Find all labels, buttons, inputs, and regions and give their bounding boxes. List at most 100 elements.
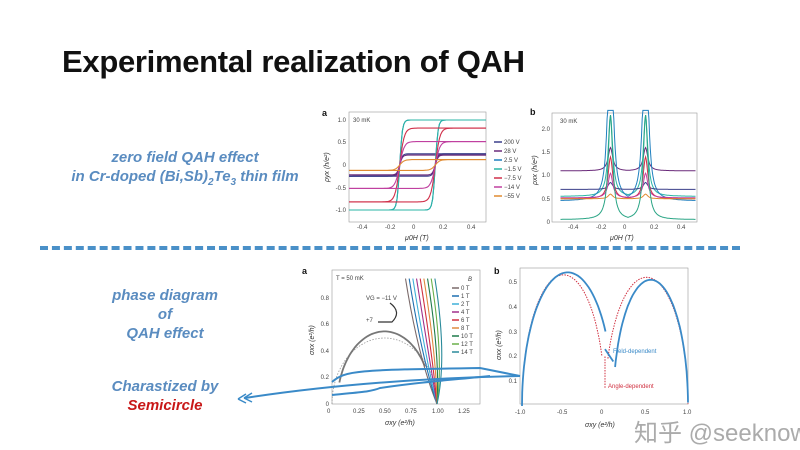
phase-line3: QAH effect — [126, 325, 204, 342]
slide-title: Experimental realization of QAH — [62, 44, 525, 79]
rho-xx-curve — [560, 115, 696, 197]
data-arc — [338, 330, 426, 383]
zero-field-note: zero field QAH effect in Cr-doped (Bi,Sb… — [70, 148, 300, 192]
rho-xx-curve — [560, 181, 696, 190]
field-curve — [404, 278, 438, 405]
field-dependent-curve — [614, 278, 689, 403]
y-tick-label: 0 — [343, 163, 347, 169]
figure-bottom-a: a T = 50 mK σxx (e²/h) σxy (e²/h) VG = −… — [302, 266, 481, 427]
x-tick-label: 0.2 — [650, 225, 659, 231]
figure-bottom-b: b σxx (e²/h) σxy (e²/h) -1.0 -0.5 0 0.5 1.0 0… — [494, 266, 692, 429]
rho-xx-curve — [560, 115, 696, 220]
rho-xx-curve — [560, 146, 696, 172]
y-tick-label: 0.8 — [321, 296, 330, 302]
double-arrowhead-icon — [237, 392, 253, 404]
y-tick-label: 0.5 — [338, 140, 347, 146]
y-tick-label: 0.6 — [321, 322, 330, 328]
plot-frame — [551, 112, 698, 223]
x-tick-label: 0.75 — [405, 409, 417, 415]
y-tick-label: 0 — [326, 402, 330, 408]
y-tick-label: 0.1 — [509, 379, 518, 385]
hysteresis-curve — [349, 154, 486, 176]
rho-xx-curve — [560, 172, 696, 199]
field-curve — [408, 278, 438, 405]
plot-frame — [519, 267, 689, 405]
legend-label: −55 V — [504, 194, 520, 200]
legend-label: 2 T — [461, 302, 470, 308]
char-line2: Semicircle — [127, 397, 203, 414]
series-label-angle: Angle-dependent — [608, 384, 654, 390]
hysteresis-curve — [349, 119, 486, 211]
x-axis-label: μ0H (T) — [609, 235, 634, 242]
legend-label: 10 T — [461, 334, 473, 340]
connector-line — [331, 375, 491, 396]
phase-line2: of — [157, 306, 173, 323]
rho-xx-curve — [560, 109, 696, 201]
hysteresis-curve — [349, 127, 486, 203]
x-axis-label: μ0H (T) — [404, 235, 429, 242]
subscript: 2 — [208, 177, 214, 188]
x-tick-label: 0 — [327, 409, 331, 415]
x-tick-label: 0.50 — [379, 409, 391, 415]
y-tick-label: -0.5 — [336, 186, 347, 192]
gate-voltage-annotation: VG = −11 V — [366, 296, 397, 302]
zero-field-text: Te — [213, 168, 231, 185]
y-axis-label: σxx (e²/h) — [309, 325, 316, 355]
y-tick-label: 0.4 — [321, 349, 330, 355]
gate-voltage-annotation-2: +7 — [366, 318, 374, 324]
legend-label: 200 V — [504, 140, 520, 146]
angle-dependent-curve — [521, 274, 603, 407]
temperature-label: T = 50 mK — [336, 276, 364, 282]
panel-label: b — [494, 266, 500, 276]
x-tick-label: 0 — [412, 225, 416, 231]
x-tick-label: 1.0 — [683, 410, 692, 416]
y-tick-label: 1.0 — [542, 173, 551, 179]
legend-label: 4 T — [461, 310, 470, 316]
legend-label: 28 V — [504, 149, 516, 155]
legend-label: −1.5 V — [504, 167, 522, 173]
zero-field-text: thin film — [236, 168, 299, 185]
field-curve — [423, 278, 438, 405]
y-tick-label: -1.0 — [336, 208, 347, 214]
zero-field-text: in Cr-doped (Bi,Sb) — [71, 168, 209, 185]
field-curve — [419, 278, 438, 405]
x-tick-label: 0.2 — [439, 225, 448, 231]
panel-label: a — [322, 108, 328, 118]
y-tick-label: 0.5 — [509, 280, 518, 286]
figure-top-b: b 30 mK ρxx (h/e²) μ0H (T) -0.4 -0.2 0 0.2 0… — [530, 107, 698, 242]
legend-label: 14 T — [461, 350, 473, 356]
x-tick-label: 0.5 — [641, 410, 650, 416]
y-tick-label: 2.0 — [542, 127, 551, 133]
legend-label: 6 T — [461, 318, 470, 324]
legend-label: 8 T — [461, 326, 470, 332]
hysteresis-curve — [349, 159, 486, 171]
legend-label: 1 T — [461, 294, 470, 300]
y-axis-label: σxx (e²/h) — [496, 330, 503, 360]
panel-label: b — [530, 107, 536, 117]
rho-xx-curve — [560, 154, 696, 200]
rho-xx-curve — [560, 193, 696, 200]
field-curve — [430, 278, 440, 405]
x-tick-label: -0.4 — [357, 225, 368, 231]
zero-field-line1: zero field QAH effect — [111, 149, 259, 166]
hysteresis-curve — [349, 119, 486, 211]
x-axis-label: σxy (e²/h) — [585, 422, 615, 429]
watermark: 知乎 @seeknow — [634, 420, 800, 447]
legend-label: 2.5 V — [504, 158, 518, 164]
semicircle-note: Charastized by Semicircle — [100, 377, 230, 415]
hysteresis-curve — [349, 141, 486, 189]
field-dependent-curve — [521, 271, 607, 407]
legend-title: B — [468, 277, 472, 283]
x-tick-label: 0 — [623, 225, 627, 231]
hysteresis-curve — [349, 141, 486, 189]
x-tick-label: 0.4 — [467, 225, 476, 231]
hysteresis-curve — [349, 154, 486, 176]
curved-arrow-icon — [378, 302, 398, 323]
y-tick-label: 0.2 — [509, 354, 518, 360]
x-tick-label: 1.00 — [432, 409, 444, 415]
dash-dot-divider — [40, 246, 740, 250]
x-tick-label: 1.25 — [458, 409, 470, 415]
x-tick-label: -0.4 — [568, 225, 579, 231]
y-axis-label: ρxx (h/e²) — [532, 155, 539, 186]
